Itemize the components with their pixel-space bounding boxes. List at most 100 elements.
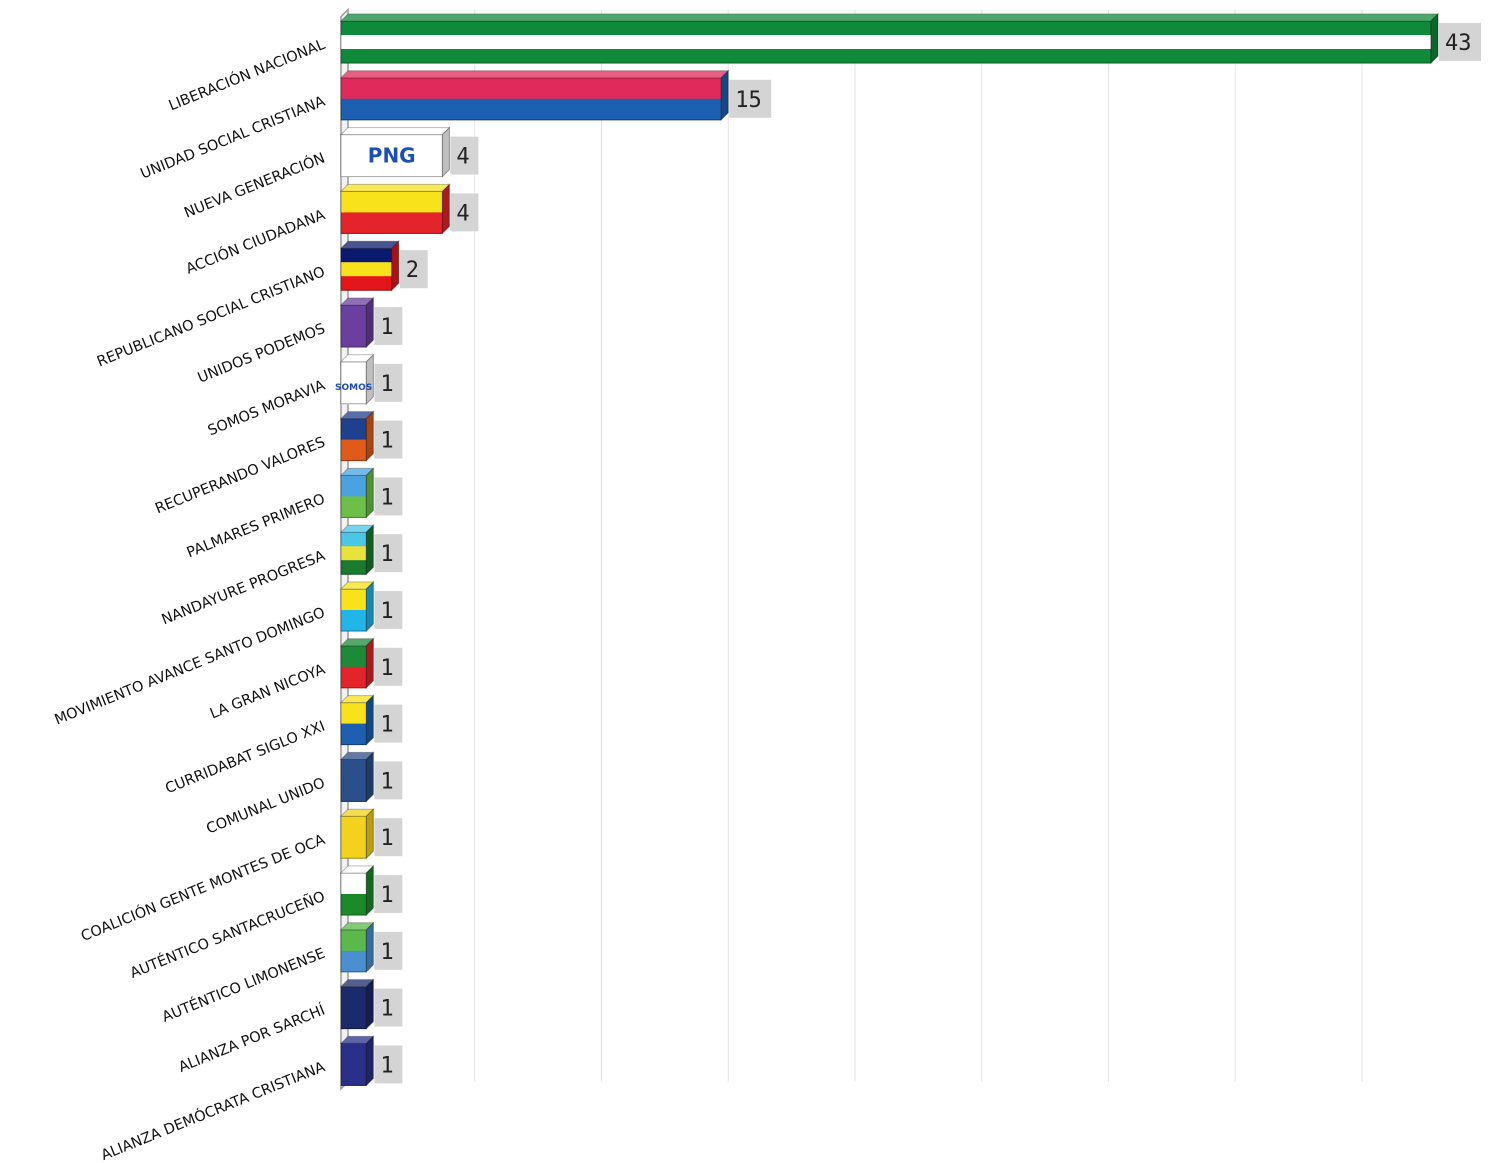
bar-side-shade bbox=[366, 411, 374, 461]
bar-top-shade bbox=[341, 184, 450, 192]
category-label: COALICIÓN GENTE MONTES DE OCA bbox=[78, 830, 327, 945]
category-label: SOMOS MORAVIA bbox=[206, 378, 328, 440]
value-label-box bbox=[374, 704, 403, 743]
bar-unidos-podemos bbox=[339, 296, 375, 349]
bar-autentico-limonense bbox=[339, 921, 375, 974]
value-label: 1 bbox=[380, 429, 393, 454]
bar-stripe bbox=[341, 439, 367, 462]
bar-side-shade bbox=[442, 127, 450, 177]
bar-top-shade bbox=[341, 979, 374, 987]
bar-side-face bbox=[391, 239, 400, 292]
category-label: REPUBLICANO SOCIAL CRISTIANO bbox=[95, 264, 328, 370]
bar-side-shade bbox=[366, 752, 374, 802]
bar-side-face bbox=[365, 921, 374, 974]
bar-top-shade bbox=[341, 14, 1438, 21]
value-label: 1 bbox=[380, 372, 393, 397]
bar-top-shade bbox=[341, 127, 450, 135]
value-label: 1 bbox=[380, 656, 393, 681]
bar-top-shade bbox=[341, 752, 374, 760]
value-label-box bbox=[374, 534, 403, 573]
bar-side-face bbox=[365, 580, 374, 633]
value-label-box bbox=[374, 875, 403, 913]
category-label: PALMARES PRIMERO bbox=[185, 491, 328, 561]
category-label: ALIANZA DEMÓCRATA CRISTIANA bbox=[98, 1057, 327, 1163]
bar-side-face bbox=[441, 183, 450, 235]
value-label-box bbox=[374, 988, 403, 1027]
bar-stripe bbox=[341, 1043, 367, 1086]
bar-stripe bbox=[341, 589, 367, 611]
bars-layer: PNG PAC SOMOS bbox=[335, 12, 1440, 1087]
bar-stripe bbox=[341, 929, 367, 952]
value-label: 2 bbox=[406, 258, 419, 283]
bar-side-shade bbox=[366, 809, 374, 859]
bar-nandayure-progresa bbox=[339, 523, 375, 576]
bar-top-shade bbox=[341, 411, 374, 419]
value-label: 15 bbox=[735, 88, 762, 113]
value-label-box bbox=[374, 647, 403, 686]
bar-side-shade bbox=[366, 979, 374, 1029]
value-label: 1 bbox=[380, 769, 393, 794]
bar-la-gran-nicoya bbox=[339, 637, 375, 690]
bar-stripe bbox=[341, 894, 367, 916]
bar-side-face bbox=[365, 694, 374, 746]
value-label: 4 bbox=[456, 145, 469, 170]
bar-stripe bbox=[341, 986, 367, 1030]
bar-unidad-social-cristiana bbox=[339, 69, 730, 122]
value-label: 1 bbox=[380, 542, 393, 567]
value-label: 1 bbox=[380, 940, 393, 965]
bar-liberacion-nacional bbox=[339, 12, 1440, 65]
bar-side-shade bbox=[366, 638, 374, 688]
value-label: 1 bbox=[380, 826, 393, 851]
value-label-box bbox=[374, 591, 403, 629]
bar-top-shade bbox=[341, 866, 374, 873]
bar-stripe bbox=[341, 305, 367, 348]
bar-coalicion-gente-montes-de-oca bbox=[339, 807, 375, 860]
bar-stripe bbox=[341, 361, 367, 405]
value-label: 1 bbox=[380, 1053, 393, 1078]
bar-top-shade bbox=[341, 638, 374, 646]
bar-side-shade bbox=[366, 298, 374, 347]
bar-somos-moravia: SOMOS bbox=[335, 353, 375, 406]
value-label: 1 bbox=[380, 883, 393, 908]
bar-side-shade bbox=[366, 922, 374, 972]
bar-side-face bbox=[365, 751, 374, 803]
bar-side-shade bbox=[442, 184, 450, 234]
bar-stripe bbox=[341, 262, 392, 277]
value-label: 1 bbox=[380, 315, 393, 340]
bar-stripe bbox=[341, 418, 367, 441]
bar-stripe bbox=[341, 212, 443, 234]
bar-logo-text: SOMOS bbox=[335, 383, 372, 393]
category-label: ACCIÓN CIUDADANA bbox=[183, 205, 328, 277]
bar-curridabat-siglo-xxi bbox=[339, 694, 375, 746]
bar-side-shade bbox=[391, 241, 399, 291]
bar-side-face bbox=[365, 978, 374, 1030]
bar-top-shade bbox=[341, 70, 729, 78]
plot-frame bbox=[340, 7, 1438, 1091]
bar-stripe bbox=[341, 546, 367, 561]
bar-side-shade bbox=[1431, 14, 1438, 63]
value-label-box bbox=[374, 931, 403, 970]
value-label: 1 bbox=[380, 997, 393, 1022]
bar-stripe bbox=[341, 950, 367, 973]
value-label: 43 bbox=[1445, 31, 1472, 56]
bar-stripe bbox=[341, 134, 443, 178]
bar-side-face bbox=[365, 1035, 374, 1087]
value-label-box bbox=[374, 1045, 403, 1084]
bar-top-shade bbox=[341, 582, 374, 589]
bar-side-shade bbox=[366, 582, 374, 631]
value-label-box bbox=[1439, 23, 1481, 61]
bar-stripe bbox=[341, 723, 367, 746]
bar-top-shade bbox=[341, 922, 374, 930]
bar-comunal-unido bbox=[339, 751, 375, 803]
bar-alianza-por-sarchi bbox=[339, 978, 375, 1030]
bar-side-face bbox=[365, 523, 374, 576]
value-label: 1 bbox=[380, 599, 393, 624]
bar-side-shade bbox=[366, 525, 374, 575]
bar-movimiento-avance-santo-domingo bbox=[339, 580, 375, 633]
bar-side-face bbox=[365, 864, 374, 917]
bar-top-shade bbox=[341, 809, 374, 817]
value-label-box bbox=[729, 79, 772, 118]
category-label: NUEVA GENERACIÓN bbox=[181, 149, 327, 222]
